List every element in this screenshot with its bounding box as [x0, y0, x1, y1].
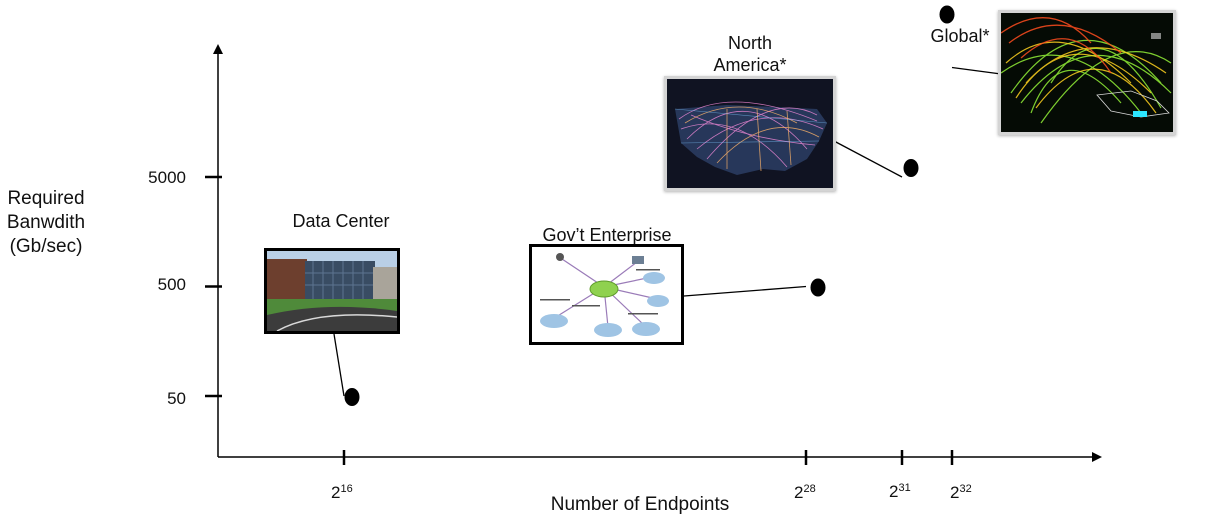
y-tick-label-5000: 5000	[148, 168, 186, 187]
world-map-illustration	[1001, 13, 1173, 132]
north-america-title: North America*	[695, 32, 805, 76]
gov-enterprise-title: Gov’t Enterprise	[542, 225, 672, 245]
data-center-leader-line	[333, 333, 345, 397]
y-tick-label-500: 500	[157, 275, 186, 294]
network-illustration	[540, 253, 669, 337]
gov-enterprise-point	[810, 278, 826, 297]
gov-enterprise-network-diagram	[529, 244, 684, 345]
building-illustration	[267, 251, 397, 331]
data-center-photo	[264, 248, 400, 334]
data-points	[344, 5, 955, 406]
north-america-leader-line	[833, 140, 903, 178]
axes	[205, 44, 1102, 465]
us-map-illustration	[667, 79, 833, 188]
north-america-title-line-1: North	[727, 33, 772, 53]
global-point	[939, 5, 955, 24]
y-tick-label-50: 50	[167, 389, 186, 408]
y-axis-title-line-3: (Gb/sec)	[9, 236, 83, 257]
x-tick-label-2-31: 231	[889, 482, 911, 501]
north-america-point	[903, 159, 919, 177]
y-axis-title: Required Banwdith (Gb/sec)	[0, 187, 92, 259]
x-tick-label-2-32: 232	[950, 483, 972, 502]
leader-lines	[333, 66, 1002, 397]
x-tick-label-2-16: 216	[331, 483, 353, 502]
gov-enterprise-leader-line	[683, 285, 807, 297]
global-leader-line	[951, 66, 1002, 75]
global-title: Global*	[930, 26, 990, 46]
x-tick-label-2-28: 228	[794, 483, 816, 502]
y-axis-title-line-1: Required	[7, 188, 85, 209]
x-axis-title: Number of Endpoints	[550, 494, 730, 515]
data-center-point	[344, 388, 360, 406]
data-center-title: Data Center	[292, 211, 390, 231]
y-axis-title-line-2: Banwdith	[6, 212, 86, 233]
global-network-map	[998, 10, 1176, 135]
north-america-title-line-2: America*	[713, 55, 787, 75]
north-america-network-map	[664, 76, 836, 191]
